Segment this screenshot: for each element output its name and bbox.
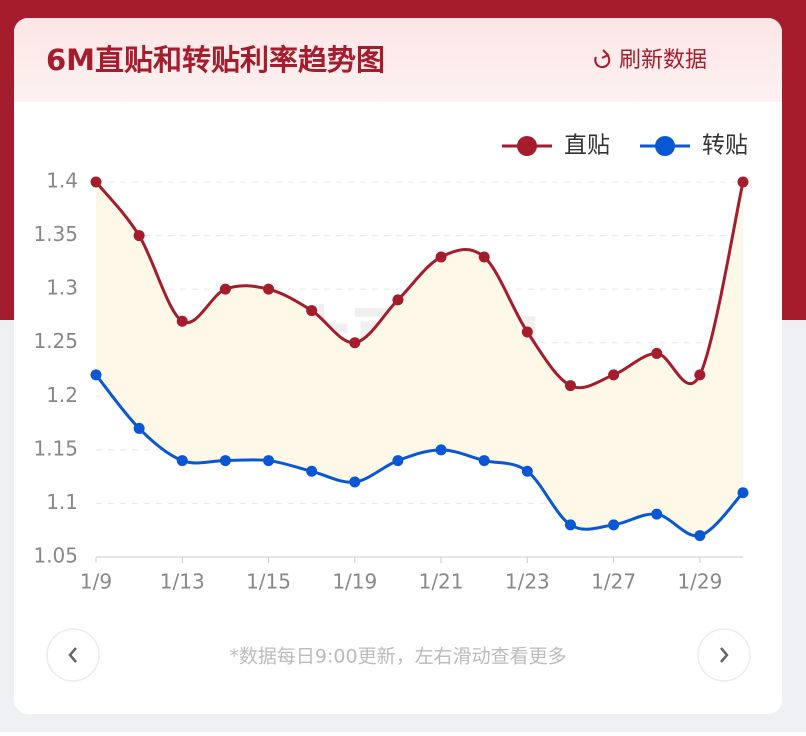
- data-point: [176, 455, 188, 467]
- plot: 贴票宝1.051.11.151.21.251.31.351.41/91/131/…: [33, 133, 749, 594]
- data-point: [737, 176, 749, 188]
- y-tick-label: 1.2: [46, 383, 78, 407]
- legend-label: 转贴: [702, 133, 748, 159]
- prev-circle[interactable]: [46, 628, 100, 682]
- y-tick-label: 1.15: [33, 436, 78, 460]
- refresh-icon: [594, 54, 611, 69]
- y-tick-label: 1.35: [33, 222, 78, 246]
- data-point: [651, 347, 663, 359]
- data-point: [651, 508, 663, 520]
- x-tick-label: 1/9: [80, 570, 112, 594]
- data-point: [435, 444, 447, 456]
- data-point: [435, 251, 447, 263]
- data-point: [478, 455, 490, 467]
- data-point: [306, 465, 318, 477]
- legend-label: 直贴: [564, 133, 610, 159]
- data-point: [219, 283, 231, 295]
- next-arrow: [720, 647, 729, 663]
- data-point: [349, 337, 361, 349]
- x-tick-label: 1/13: [160, 570, 205, 594]
- data-point: [90, 176, 102, 188]
- x-tick-label: 1/23: [505, 570, 550, 594]
- data-point: [263, 283, 275, 295]
- y-tick-label: 1.3: [46, 276, 78, 300]
- y-tick-label: 1.4: [46, 169, 78, 193]
- data-point: [521, 465, 533, 477]
- footer-note: *数据每日9:00更新，左右滑动查看更多: [229, 646, 566, 668]
- data-point: [608, 369, 620, 381]
- refresh-label[interactable]: 刷新数据: [619, 48, 707, 73]
- data-point: [392, 294, 404, 306]
- x-tick-label: 1/21: [419, 570, 464, 594]
- data-point: [608, 519, 620, 531]
- data-point: [564, 519, 576, 531]
- data-point: [521, 326, 533, 338]
- data-point: [392, 455, 404, 467]
- prev-button[interactable]: [46, 628, 100, 682]
- data-point: [306, 305, 318, 317]
- x-tick-label: 1/19: [332, 570, 377, 594]
- next-button[interactable]: [697, 628, 751, 682]
- card-header: [14, 18, 782, 102]
- card-title: 6M直贴和转贴利率趋势图: [46, 43, 385, 77]
- data-point: [176, 315, 188, 327]
- y-tick-label: 1.05: [33, 544, 78, 568]
- data-point: [737, 487, 749, 499]
- data-point: [219, 455, 231, 467]
- x-tick-label: 1/29: [677, 570, 722, 594]
- y-tick-label: 1.1: [46, 490, 78, 514]
- data-point: [349, 476, 361, 488]
- data-point: [694, 530, 706, 542]
- y-tick-label: 1.25: [33, 329, 78, 353]
- x-tick-label: 1/15: [246, 570, 291, 594]
- band-fill: [96, 182, 743, 536]
- legend-swatch-dot: [517, 136, 537, 156]
- data-point: [478, 251, 490, 263]
- refresh-icon-arrow: [601, 49, 610, 59]
- data-point: [694, 369, 706, 381]
- data-point: [263, 455, 275, 467]
- data-point: [90, 369, 102, 381]
- refresh-button[interactable]: 刷新数据: [594, 48, 707, 73]
- x-tick-label: 1/27: [591, 570, 636, 594]
- prev-arrow: [68, 647, 77, 663]
- series-line: [94, 373, 745, 538]
- data-point: [564, 380, 576, 392]
- data-point: [133, 230, 145, 242]
- legend-swatch-dot: [655, 136, 675, 156]
- next-circle[interactable]: [697, 628, 751, 682]
- data-point: [133, 422, 145, 434]
